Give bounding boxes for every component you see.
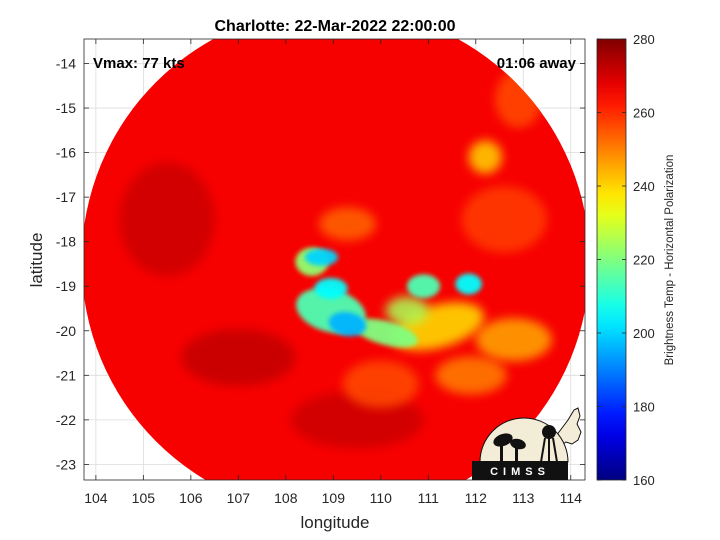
y-tick-label: -17 xyxy=(56,189,76,205)
y-tick-label: -20 xyxy=(56,323,76,339)
x-tick-label: 105 xyxy=(132,490,156,506)
storm-features xyxy=(119,70,552,449)
x-tick-label: 108 xyxy=(274,490,298,506)
y-tick-label: -19 xyxy=(56,278,76,294)
cimss-logo: CIMSS xyxy=(472,407,582,480)
x-tick-label: 106 xyxy=(179,490,203,506)
colorbar-tick-label: 200 xyxy=(633,326,655,341)
brightness-feature xyxy=(328,311,367,337)
y-tick-label: -21 xyxy=(56,367,76,383)
colorbar-tick-label: 160 xyxy=(633,473,655,488)
brightness-feature xyxy=(455,273,482,295)
brightness-feature xyxy=(461,186,548,253)
brightness-feature xyxy=(385,296,429,325)
colorbar-tick-label: 280 xyxy=(633,32,655,47)
x-tick-label: 109 xyxy=(322,490,346,506)
x-axis-label: longitude xyxy=(300,513,369,532)
x-tick-label: 107 xyxy=(227,490,251,506)
brightness-feature xyxy=(181,329,296,386)
x-tick-label: 104 xyxy=(84,490,108,506)
brightness-feature xyxy=(406,274,441,299)
brightness-feature xyxy=(475,318,552,362)
brightness-feature xyxy=(342,360,419,408)
brightness-feature xyxy=(314,278,348,299)
x-tick-labels: 104 105 106 107 108 109 110 111 112 113 114 xyxy=(84,490,582,506)
y-tick-labels: -14 -15 -16 -17 -18 -19 -20 -21 -22 -23 xyxy=(56,56,76,473)
colorbar-tick-label: 260 xyxy=(633,106,655,121)
y-axis-label: latitude xyxy=(27,233,46,288)
logo-banner xyxy=(472,461,568,480)
swath-layer xyxy=(84,39,585,480)
brightness-feature xyxy=(319,207,377,241)
logo-satellite-dish-icon xyxy=(493,433,526,462)
brightness-feature xyxy=(468,140,502,174)
brightness-feature xyxy=(119,162,215,277)
y-tick-label: -18 xyxy=(56,234,76,250)
x-tick-label: 114 xyxy=(560,490,583,506)
colorbar xyxy=(596,38,627,481)
y-tick-label: -16 xyxy=(56,145,76,161)
brightness-feature xyxy=(304,248,339,266)
colorbar-tick-label: 180 xyxy=(633,400,655,415)
chart-title: Charlotte: 22-Mar-2022 22:00:00 xyxy=(215,18,456,35)
y-tick-label: -14 xyxy=(56,56,76,72)
colorbar-tick-label: 220 xyxy=(633,253,655,268)
time-away-annotation: 01:06 away xyxy=(497,55,577,72)
plot-frame xyxy=(83,38,586,481)
y-tick-label: -23 xyxy=(56,456,76,472)
logo-text: CIMSS xyxy=(490,466,550,478)
brightness-feature xyxy=(353,318,418,348)
y-tick-label: -15 xyxy=(56,100,76,116)
axis-ticks xyxy=(84,39,585,480)
colorbar-ticks xyxy=(597,38,626,481)
y-tick-label: -22 xyxy=(56,412,76,428)
colorbar-tick-label: 240 xyxy=(633,179,655,194)
colorbar-tick-labels: 160 180 200 220 240 260 280 xyxy=(633,32,655,488)
brightness-feature xyxy=(435,356,507,395)
logo-water-tower-icon xyxy=(540,425,558,463)
logo-map-outline-icon xyxy=(555,407,582,447)
x-tick-label: 113 xyxy=(512,490,535,506)
x-tick-label: 112 xyxy=(465,490,488,506)
x-tick-label: 110 xyxy=(370,490,393,506)
x-tick-label: 111 xyxy=(418,490,439,506)
colorbar-label: Brightness Temp - Horizontal Polarizatio… xyxy=(664,155,676,366)
vmax-annotation: Vmax: 77 kts xyxy=(93,55,185,72)
